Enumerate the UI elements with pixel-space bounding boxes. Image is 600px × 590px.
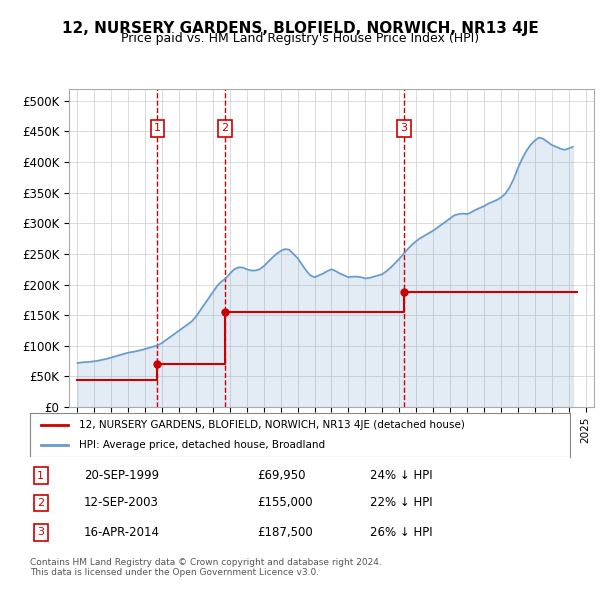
Text: 2: 2 [37, 498, 44, 508]
Text: 12-SEP-2003: 12-SEP-2003 [84, 496, 159, 510]
Text: Price paid vs. HM Land Registry's House Price Index (HPI): Price paid vs. HM Land Registry's House … [121, 32, 479, 45]
Text: £155,000: £155,000 [257, 496, 313, 510]
Text: 20-SEP-1999: 20-SEP-1999 [84, 469, 159, 482]
Text: 3: 3 [37, 527, 44, 537]
Text: 12, NURSERY GARDENS, BLOFIELD, NORWICH, NR13 4JE: 12, NURSERY GARDENS, BLOFIELD, NORWICH, … [62, 21, 538, 35]
Text: HPI: Average price, detached house, Broadland: HPI: Average price, detached house, Broa… [79, 440, 325, 450]
Text: 2: 2 [221, 123, 229, 133]
Text: £69,950: £69,950 [257, 469, 305, 482]
Text: 24% ↓ HPI: 24% ↓ HPI [370, 469, 433, 482]
Text: 1: 1 [154, 123, 161, 133]
Text: 3: 3 [401, 123, 407, 133]
Text: 22% ↓ HPI: 22% ↓ HPI [370, 496, 433, 510]
Text: 26% ↓ HPI: 26% ↓ HPI [370, 526, 433, 539]
Text: 16-APR-2014: 16-APR-2014 [84, 526, 160, 539]
Text: Contains HM Land Registry data © Crown copyright and database right 2024.
This d: Contains HM Land Registry data © Crown c… [30, 558, 382, 577]
Text: 12, NURSERY GARDENS, BLOFIELD, NORWICH, NR13 4JE (detached house): 12, NURSERY GARDENS, BLOFIELD, NORWICH, … [79, 421, 464, 430]
Text: £187,500: £187,500 [257, 526, 313, 539]
Text: 1: 1 [37, 471, 44, 480]
